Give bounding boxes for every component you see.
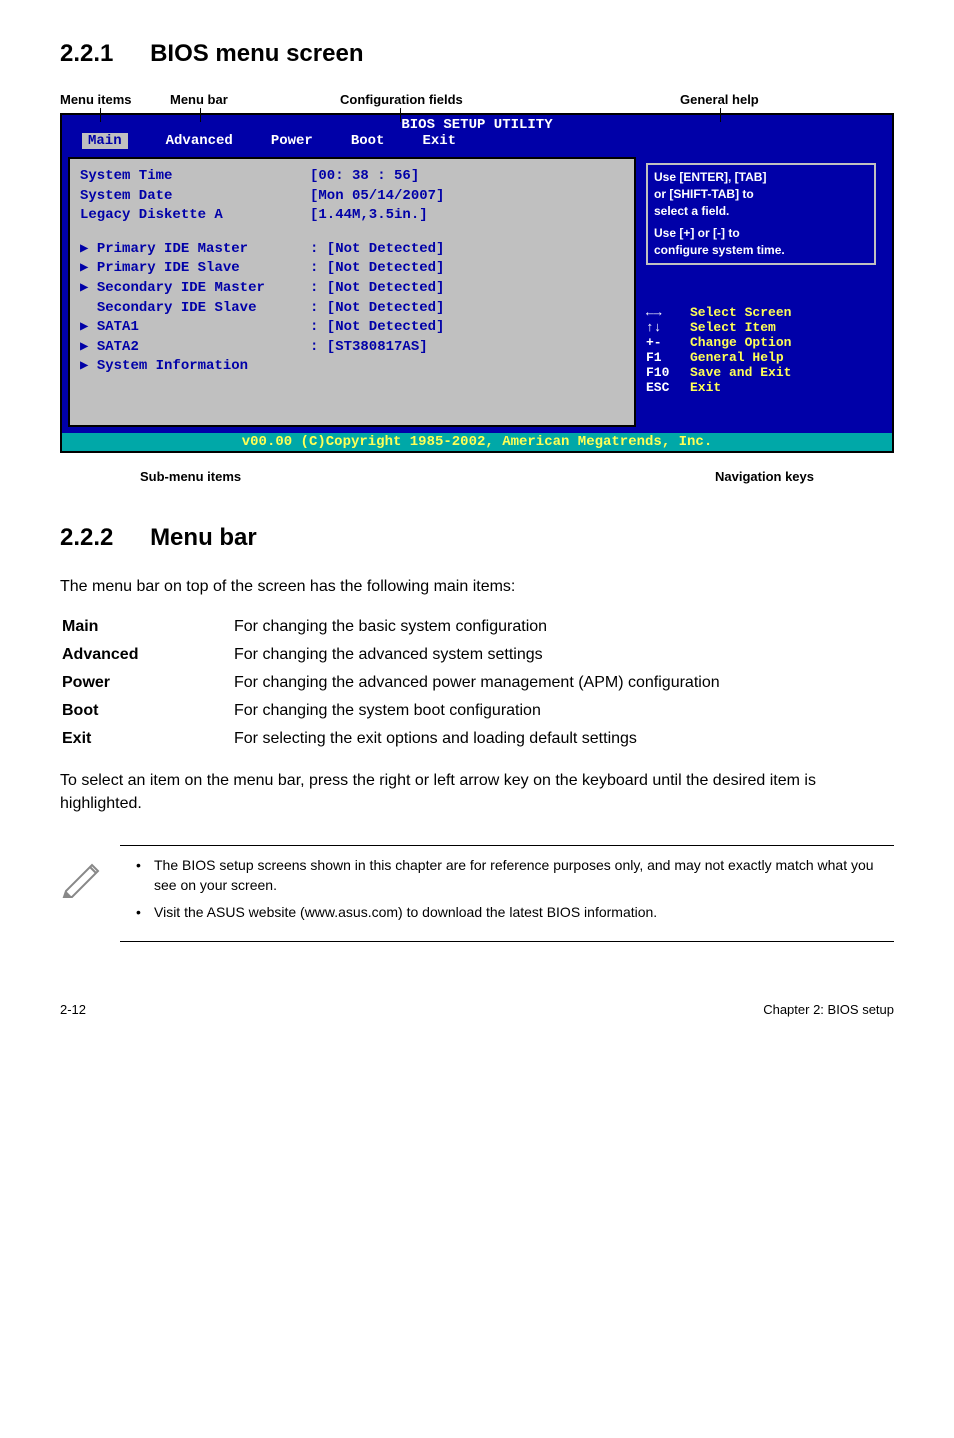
table-row: MainFor changing the basic system config… [62, 614, 892, 640]
bios-main-panel: System Time[00: 38 : 56] System Date[Mon… [68, 157, 636, 427]
bios-row: System Time[00: 38 : 56] [80, 167, 624, 187]
chapter-label: Chapter 2: BIOS setup [763, 1002, 894, 1017]
bios-row: ▶ System Information [80, 357, 624, 377]
tab-power: Power [271, 133, 313, 149]
label-submenu: Sub-menu items [140, 469, 241, 484]
intro-text: The menu bar on top of the screen has th… [60, 576, 894, 598]
label-navkeys: Navigation keys [715, 469, 814, 484]
section-number: 2.2.1 [60, 40, 113, 68]
section-title: BIOS menu screen [150, 40, 363, 67]
bios-nav-keys: ←→Select Screen ↑↓Select Item +-Change O… [646, 305, 876, 395]
diagram-top-labels: Menu items Menu bar Configuration fields… [60, 92, 894, 107]
bios-screenshot: BIOS SETUP UTILITY Main Advanced Power B… [60, 113, 894, 453]
bios-row: ▶ Secondary IDE Slave: [Not Detected] [80, 299, 624, 319]
pencil-icon [60, 845, 120, 904]
table-row: BootFor changing the system boot configu… [62, 698, 892, 724]
bios-row: Legacy Diskette A[1.44M,3.5in.] [80, 206, 624, 226]
tab-boot: Boot [351, 133, 385, 149]
tab-main: Main [82, 133, 128, 149]
section-heading: 2.2.2 Menu bar [60, 524, 894, 552]
diagram-bottom-labels: Sub-menu items Navigation keys [60, 469, 894, 484]
definitions-table: MainFor changing the basic system config… [60, 612, 894, 754]
note-callout: The BIOS setup screens shown in this cha… [60, 845, 894, 942]
tab-advanced: Advanced [166, 133, 233, 149]
label-menu-items: Menu items [60, 92, 132, 107]
label-menu-bar: Menu bar [170, 92, 228, 107]
bios-tab-bar: Main Advanced Power Boot Exit [62, 133, 892, 151]
bios-row: ▶ SATA1: [Not Detected] [80, 318, 624, 338]
bios-row: ▶ Primary IDE Master: [Not Detected] [80, 240, 624, 260]
bios-row: ▶ SATA2: [ST380817AS] [80, 338, 624, 358]
bios-help-text: Use [ENTER], [TAB] or [SHIFT-TAB] to sel… [646, 163, 876, 265]
bios-title: BIOS SETUP UTILITY [62, 115, 892, 133]
page-number: 2-12 [60, 1002, 86, 1017]
bios-copyright: v00.00 (C)Copyright 1985-2002, American … [62, 433, 892, 451]
note-body: The BIOS setup screens shown in this cha… [120, 845, 894, 942]
table-row: PowerFor changing the advanced power man… [62, 670, 892, 696]
bios-row: System Date[Mon 05/14/2007] [80, 187, 624, 207]
section-heading: 2.2.1 BIOS menu screen [60, 40, 894, 68]
outro-text: To select an item on the menu bar, press… [60, 770, 894, 815]
label-config-fields: Configuration fields [340, 92, 463, 107]
bios-row: ▶ Secondary IDE Master: [Not Detected] [80, 279, 624, 299]
section-title: Menu bar [150, 524, 257, 551]
note-item: The BIOS setup screens shown in this cha… [136, 856, 894, 895]
bios-row: ▶ Primary IDE Slave: [Not Detected] [80, 259, 624, 279]
label-general-help: General help [680, 92, 759, 107]
page-footer: 2-12 Chapter 2: BIOS setup [60, 1002, 894, 1017]
section-number: 2.2.2 [60, 524, 113, 552]
bios-help-panel: Use [ENTER], [TAB] or [SHIFT-TAB] to sel… [636, 157, 886, 427]
table-row: ExitFor selecting the exit options and l… [62, 726, 892, 752]
table-row: AdvancedFor changing the advanced system… [62, 642, 892, 668]
tab-exit: Exit [422, 133, 456, 149]
note-item: Visit the ASUS website (www.asus.com) to… [136, 903, 894, 923]
